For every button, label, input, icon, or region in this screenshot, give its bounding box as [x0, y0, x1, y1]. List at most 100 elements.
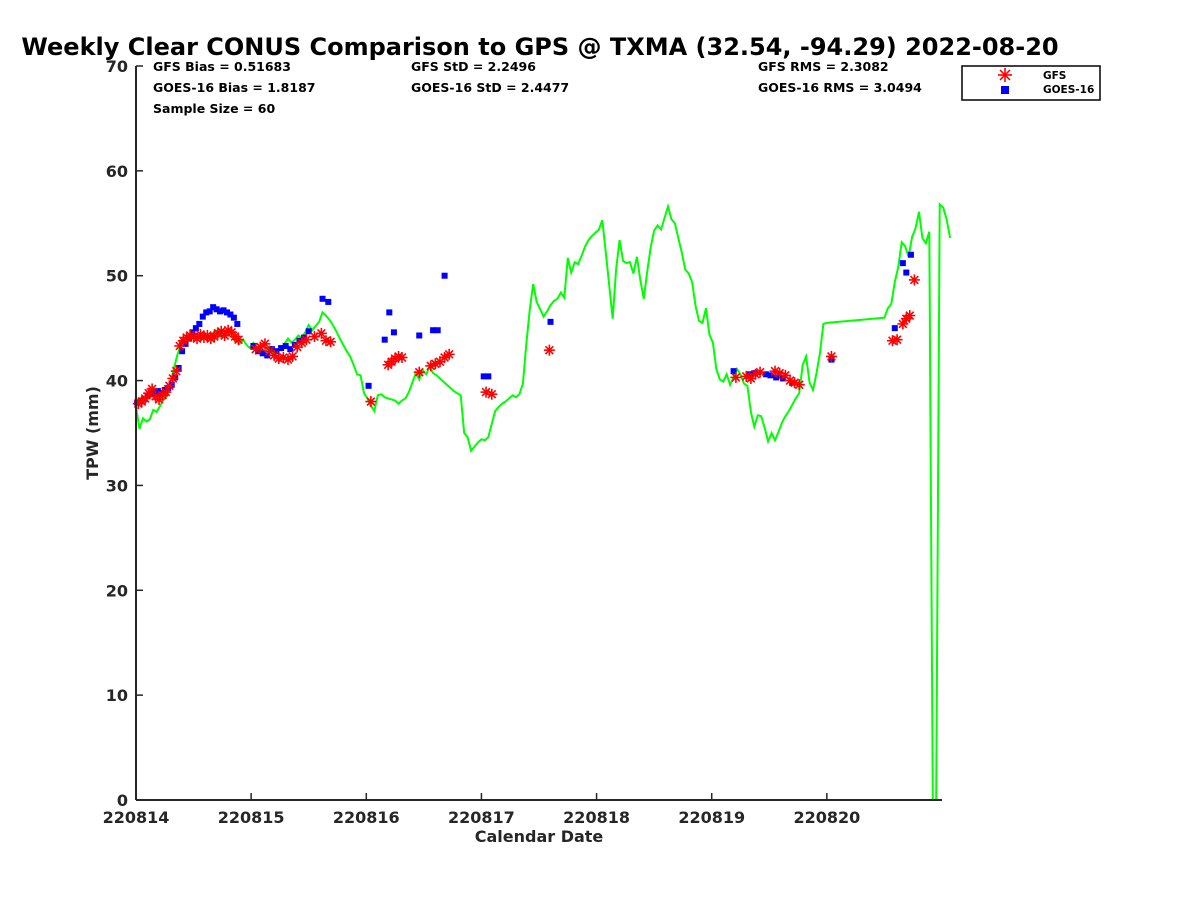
x-tick-label: 220815	[218, 808, 285, 827]
gfs-point	[170, 365, 182, 377]
gfs-point	[389, 353, 401, 365]
goes16-point	[891, 325, 898, 332]
goes-rms-text: GOES-16 RMS = 3.0494	[758, 80, 922, 95]
goes16-point	[147, 391, 154, 398]
x-tick-label: 220816	[333, 808, 400, 827]
legend-goes-square-icon	[1001, 86, 1009, 94]
gfs-point	[315, 327, 327, 339]
legend-box	[961, 65, 1101, 101]
gfs-point	[425, 360, 437, 372]
asterisk-stroke	[223, 325, 233, 335]
goes16-point	[234, 320, 241, 327]
asterisk-stroke	[265, 346, 275, 356]
goes16-point	[903, 269, 910, 276]
goes16-point	[480, 373, 487, 380]
x-tick-label: 220819	[678, 808, 745, 827]
goes16-point	[259, 350, 266, 357]
gfs-point	[793, 379, 805, 391]
gfs-point	[543, 344, 555, 356]
gfs-point	[396, 352, 408, 364]
x-axis-ticks: 220814 220815 220816 220817 220818 220819 2208…	[103, 793, 860, 827]
legend-gfs-label: GFS	[1043, 70, 1066, 82]
goes16-point	[441, 272, 448, 279]
asterisk-stroke	[321, 336, 331, 346]
asterisk-stroke	[785, 376, 795, 386]
sample-size-text: Sample Size = 60	[153, 101, 275, 116]
x-tick-label: 220814	[103, 808, 170, 827]
asterisk-stroke	[741, 371, 751, 381]
gps-line	[135, 202, 952, 801]
goes16-point	[264, 352, 271, 359]
goes16-point	[287, 346, 294, 353]
asterisk-stroke	[164, 381, 174, 391]
y-tick-label: 10	[106, 686, 128, 705]
y-tick-label: 20	[106, 581, 128, 600]
goes16-point	[213, 306, 220, 313]
gfs-point	[486, 388, 498, 400]
asterisk-stroke	[544, 345, 554, 355]
goes16-point	[746, 371, 753, 378]
y-tick-label: 0	[117, 791, 128, 810]
goes16-point	[319, 295, 326, 302]
y-axis-ticks: 0 10 20 30 40 50 60 70	[106, 57, 143, 810]
goes16-point	[434, 327, 441, 334]
goes16-point	[172, 374, 179, 381]
goes16-point	[185, 335, 192, 342]
asterisk-stroke	[780, 370, 790, 380]
asterisk-stroke	[770, 366, 780, 376]
goes16-point	[381, 336, 388, 343]
gfs-rms-text: GFS RMS = 2.3082	[758, 59, 889, 74]
goes16-point	[179, 348, 186, 355]
goes16-point	[386, 309, 393, 316]
asterisk-stroke	[147, 384, 157, 394]
goes16-point	[416, 332, 423, 339]
gfs-point	[232, 334, 244, 346]
y-tick-label: 40	[106, 372, 128, 391]
asterisk-stroke	[414, 367, 424, 377]
gfs-point	[891, 334, 903, 346]
y-tick-label: 50	[106, 267, 128, 286]
asterisk-stroke	[161, 387, 171, 397]
gfs-bias-text: GFS Bias = 0.51683	[153, 59, 291, 74]
goes16-point	[217, 308, 224, 315]
y-tick-label: 70	[106, 57, 128, 76]
asterisk-stroke	[794, 380, 804, 390]
asterisk-stroke	[394, 351, 403, 361]
x-tick-label: 220820	[793, 808, 860, 827]
x-axis-label: Calendar Date	[475, 827, 604, 846]
gfs-point	[413, 366, 425, 378]
gfs-point	[139, 392, 151, 404]
asterisk-stroke	[487, 389, 497, 399]
series-layer	[132, 202, 952, 801]
asterisk-stroke	[269, 350, 279, 360]
asterisk-stroke	[260, 339, 270, 349]
y-axis-label: TPW (mm)	[83, 386, 102, 480]
goes16-point	[227, 311, 234, 318]
gfs-point	[146, 383, 158, 395]
asterisk-stroke	[288, 351, 298, 361]
gfs-point	[443, 348, 455, 360]
goes16-point	[730, 368, 737, 375]
gfs-point	[259, 338, 271, 350]
goes16-point	[907, 251, 914, 258]
asterisk-stroke	[775, 368, 785, 378]
goes16-point	[230, 314, 237, 321]
asterisk-stroke	[827, 351, 836, 361]
x-tick-label: 220818	[563, 808, 630, 827]
gfs-point	[730, 371, 742, 383]
goes16-point	[767, 372, 774, 379]
asterisk-stroke	[481, 387, 491, 397]
gfs-point	[163, 380, 175, 392]
gfs-point	[174, 340, 186, 352]
y-tick-label: 30	[106, 476, 128, 495]
gfs-std-text: GFS StD = 2.2496	[411, 59, 536, 74]
chart-title: Weekly Clear CONUS Comparison to GPS @ T…	[21, 33, 1058, 61]
asterisk-stroke	[366, 397, 376, 406]
gfs-point	[287, 350, 299, 362]
gfs-point	[908, 274, 920, 286]
goes16-point	[278, 345, 285, 352]
goes16-point	[210, 304, 217, 311]
goes16-point	[206, 308, 213, 315]
asterisk-stroke	[898, 319, 908, 329]
